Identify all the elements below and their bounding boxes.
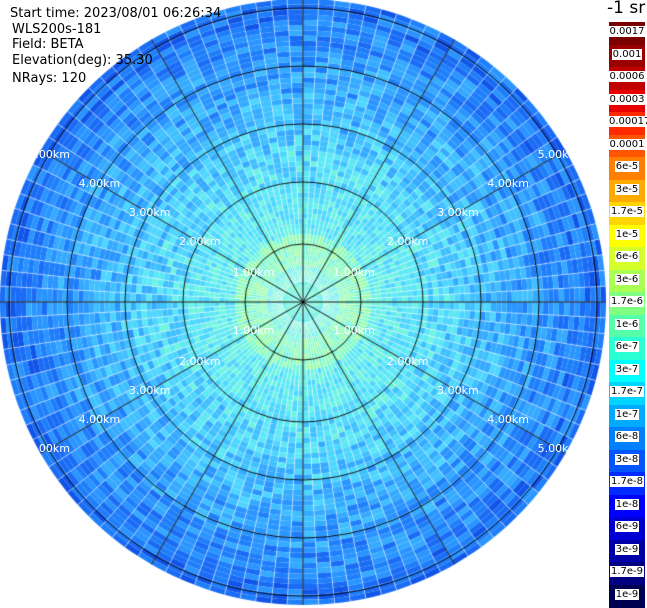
range-ring-label: 4.00km [487, 413, 529, 426]
range-ring-label: 3.00km [129, 206, 171, 219]
nrays-label: NRays: 120 [12, 71, 86, 86]
colorbar-label: 3e-8 [608, 454, 646, 466]
range-ring-label: 5.00km [538, 442, 580, 455]
range-ring-label: 4.00km [79, 413, 121, 426]
colorbar-label: 1.7e-7 [608, 386, 646, 398]
colorbar-label: 1.7e-5 [608, 206, 646, 218]
field-label: Field: BETA [12, 37, 83, 52]
range-ring-label: 1.00km [233, 324, 275, 337]
range-ring-label: 2.00km [179, 235, 221, 248]
range-ring-label: 2.00km [179, 355, 221, 368]
colorbar-label: 1e-6 [608, 319, 646, 331]
colorbar-label: 6e-5 [608, 161, 646, 173]
range-ring-label: 2.00km [387, 235, 429, 248]
colorbar-label: 1.7e-9 [608, 566, 646, 578]
colorbar-label: 0.001 [608, 49, 646, 61]
range-ring-label: 4.00km [487, 177, 529, 190]
start-time-label: Start time: 2023/08/01 06:26:34 [10, 6, 221, 21]
elevation-label: Elevation(deg): 35.30 [12, 53, 153, 68]
colorbar-label: 1e-9 [608, 589, 646, 601]
colorbar-label: 6e-6 [608, 251, 646, 263]
range-ring-label: 5.00km [28, 442, 70, 455]
colorbar-label: 1e-5 [608, 229, 646, 241]
range-ring-label: 2.00km [387, 355, 429, 368]
range-ring-label: 3.00km [437, 384, 479, 397]
range-ring-label: 4.00km [79, 177, 121, 190]
range-ring-label: 3.00km [129, 384, 171, 397]
colorbar-title: -1 sr [607, 0, 645, 18]
colorbar-label: 0.0003 [608, 94, 646, 106]
colorbar-label: 0.0001 [608, 139, 646, 151]
colorbar-label: 3e-7 [608, 364, 646, 376]
colorbar-label: 6e-9 [608, 521, 646, 533]
colorbar-label: 1e-8 [608, 499, 646, 511]
colorbar-label: 1.7e-8 [608, 476, 646, 488]
range-ring-label: 1.00km [233, 266, 275, 279]
colorbar-label: 6e-7 [608, 341, 646, 353]
colorbar-label: 3e-6 [608, 274, 646, 286]
range-ring-label: 1.00km [333, 324, 375, 337]
colorbar-label: 3e-5 [608, 184, 646, 196]
colorbar-label: 0.0006 [608, 71, 646, 83]
range-ring-label: 5.00km [28, 148, 70, 161]
colorbar-label: 0.00017 [608, 116, 646, 128]
colorbar-label: 1e-7 [608, 409, 646, 421]
instrument-label: WLS200s-181 [12, 22, 101, 37]
range-ring-label: 1.00km [333, 266, 375, 279]
colorbar-label: 1.7e-6 [608, 296, 646, 308]
colorbar-label: 3e-9 [608, 544, 646, 556]
range-ring-label: 5.00km [538, 148, 580, 161]
range-ring-label: 3.00km [437, 206, 479, 219]
colorbar-label: 6e-8 [608, 431, 646, 443]
colorbar-label: 0.0017 [608, 26, 646, 38]
